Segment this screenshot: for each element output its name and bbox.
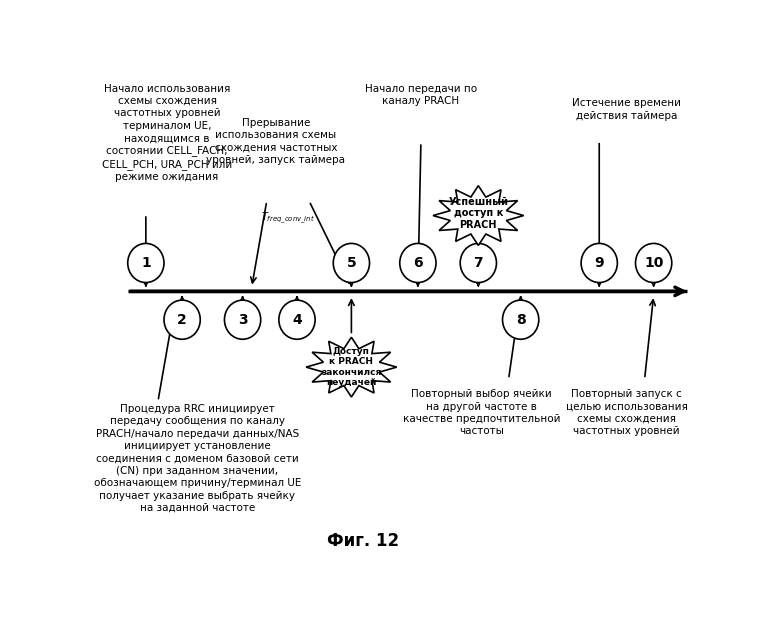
Ellipse shape [502,300,539,339]
Ellipse shape [399,243,436,283]
Ellipse shape [636,243,672,283]
Text: 10: 10 [644,256,663,270]
Text: Фиг. 12: Фиг. 12 [328,533,399,551]
Text: Начало использования
схемы схождения
частотных уровней
терминалом UE,
находящимс: Начало использования схемы схождения час… [102,84,232,182]
Ellipse shape [164,300,200,339]
Ellipse shape [225,300,261,339]
Ellipse shape [128,243,164,283]
Text: Начало передачи по
каналу PRACH: Начало передачи по каналу PRACH [365,84,477,106]
Text: 2: 2 [177,312,187,326]
Text: 9: 9 [594,256,604,270]
Ellipse shape [581,243,617,283]
Ellipse shape [333,243,370,283]
Polygon shape [433,185,523,245]
Text: $T_{freq\_conv\_int}$: $T_{freq\_conv\_int}$ [261,211,315,226]
Text: 3: 3 [238,312,247,326]
Text: 5: 5 [346,256,356,270]
Text: Доступ
к PRACH
закончился
неудачей: Доступ к PRACH закончился неудачей [321,347,381,387]
Text: Прерывание
использования схемы
схождения частотных
уровней, запуск таймера: Прерывание использования схемы схождения… [207,117,346,165]
Text: 7: 7 [473,256,483,270]
Ellipse shape [460,243,496,283]
Text: Процедура RRC инициирует
передачу сообщения по каналу
PRACH/начало передачи данн: Процедура RRC инициирует передачу сообще… [94,404,301,513]
Text: 8: 8 [516,312,526,326]
Text: Повторный запуск с
целью использования
схемы схождения
частотных уровней: Повторный запуск с целью использования с… [566,389,687,436]
Text: Успешный
доступ к
PRACH: Успешный доступ к PRACH [448,196,509,230]
Text: Повторный выбор ячейки
на другой частоте в
качестве предпочтительной
частоты: Повторный выбор ячейки на другой частоте… [402,389,560,436]
Text: 6: 6 [413,256,423,270]
Ellipse shape [279,300,315,339]
Polygon shape [306,337,397,397]
Text: 4: 4 [292,312,302,326]
Text: 1: 1 [141,256,151,270]
Text: Истечение времени
действия таймера: Истечение времени действия таймера [572,98,681,121]
